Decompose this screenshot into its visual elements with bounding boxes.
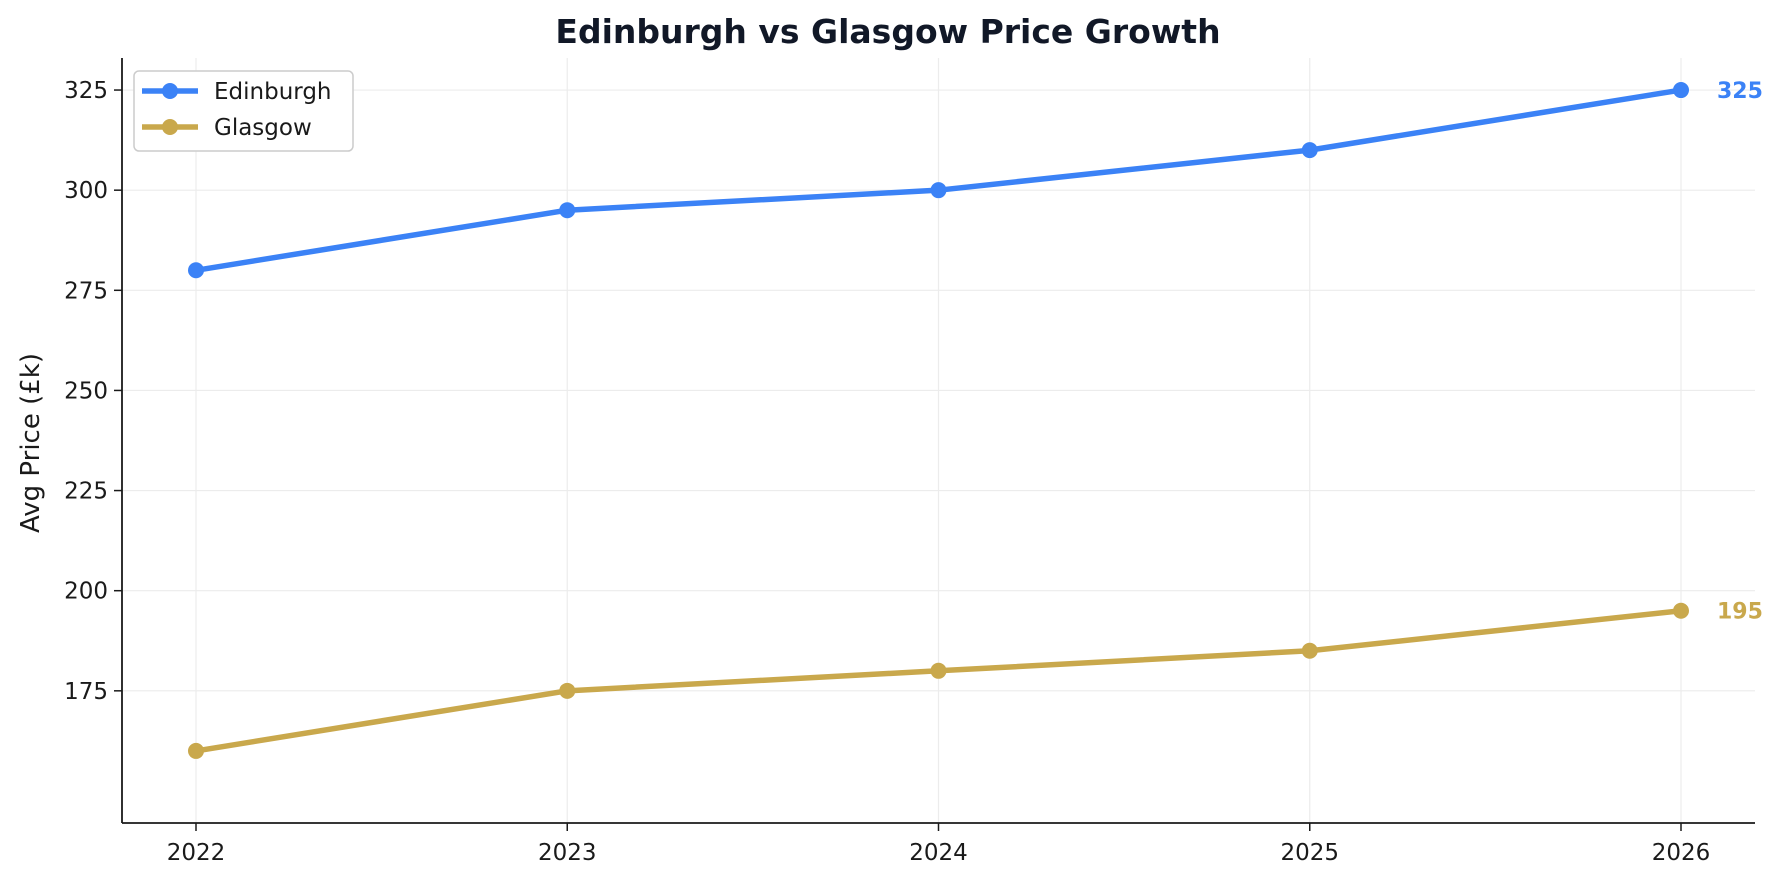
- legend-label: Glasgow: [214, 115, 312, 141]
- chart-title: Edinburgh vs Glasgow Price Growth: [555, 12, 1220, 51]
- legend-swatch-marker: [162, 119, 178, 135]
- legend-label: Edinburgh: [214, 79, 332, 105]
- data-point: [1301, 642, 1318, 659]
- y-tick-label: 300: [64, 178, 108, 204]
- axes: 175 200 225 250 275 300 325 2022 2023 2024 2025 202…: [64, 58, 1755, 866]
- y-tick-label: 225: [64, 479, 108, 505]
- gridlines: [122, 58, 1755, 823]
- data-point: [1673, 82, 1689, 99]
- x-tick-label: 2026: [1652, 840, 1711, 866]
- data-point: [559, 202, 576, 219]
- x-tick-label: 2025: [1280, 840, 1339, 866]
- data-point: [188, 262, 204, 279]
- end-value-label: 325: [1717, 79, 1763, 104]
- data-point: [559, 682, 576, 699]
- legend-swatch-marker: [162, 83, 178, 99]
- y-tick-label: 250: [64, 378, 108, 404]
- y-tick-label: 175: [64, 679, 108, 705]
- end-value-label: 195: [1717, 600, 1763, 625]
- y-tick-label: 200: [64, 579, 108, 605]
- x-tick-label: 2022: [167, 840, 226, 866]
- y-tick-label: 275: [64, 278, 108, 304]
- data-point: [1301, 142, 1318, 159]
- series-layer: 325 195: [188, 79, 1763, 759]
- data-point: [188, 742, 204, 759]
- x-tick-label: 2024: [909, 840, 968, 866]
- legend: Edinburgh Glasgow: [133, 70, 354, 152]
- x-tick-label: 2023: [538, 840, 597, 866]
- y-axis-label: Avg Price (£k): [16, 353, 46, 533]
- data-point: [1673, 602, 1689, 619]
- data-point: [930, 662, 947, 679]
- data-point: [930, 182, 947, 199]
- y-tick-label: 325: [64, 78, 108, 104]
